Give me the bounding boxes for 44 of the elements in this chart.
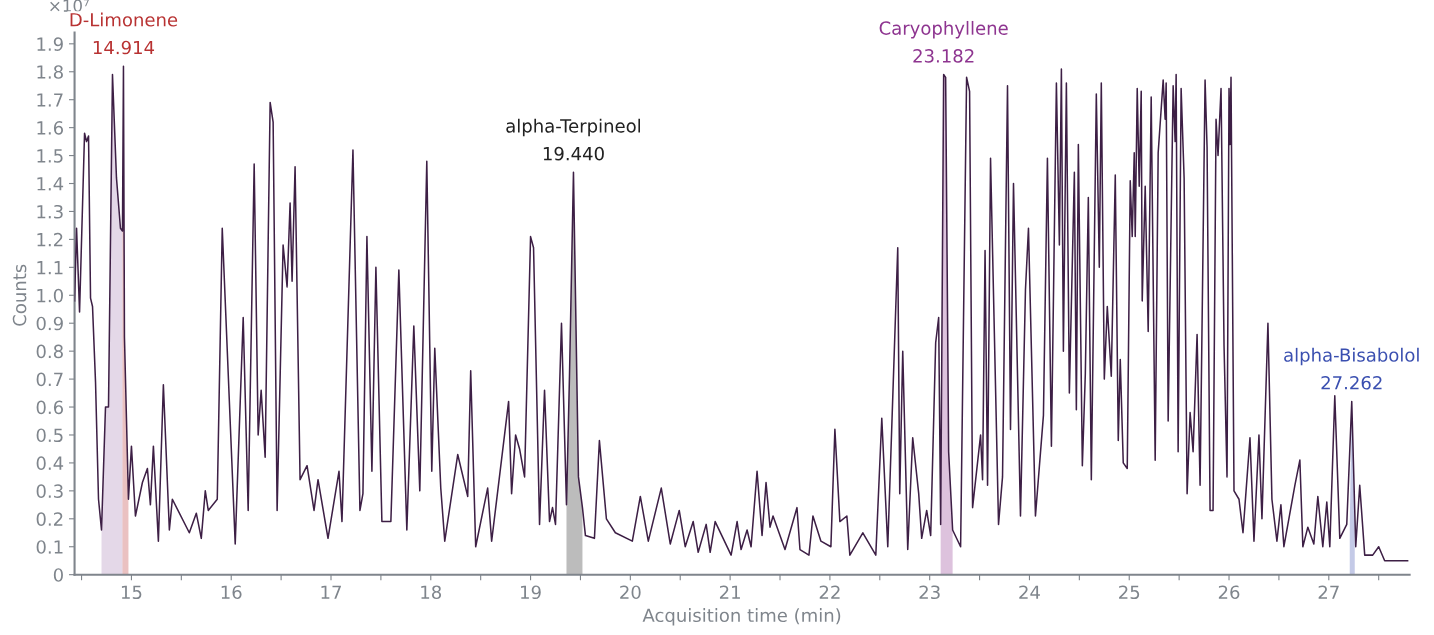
text: ×10⁷ [50,0,89,12]
y-tick-label: 0.4 [36,456,64,471]
y-tick-label: 0.1 [36,540,63,554]
y-tick-label: 1.3 [37,204,63,219]
y-tick-label: 0.8 [36,344,63,359]
y-tick-label: 0.7 [36,372,63,387]
y-axis-title: Counts [12,264,27,326]
y-tick-label: 1.1 [37,261,63,275]
y-tick-label: 1.4 [37,177,64,191]
x-tick-label: 18 [421,585,442,600]
text: Caryophyllene [879,20,1008,39]
x-tick-label: 20 [620,585,641,600]
y-tick-label: 1.7 [37,93,63,107]
x-tick-label: 21 [719,585,740,599]
text: alpha-Bisabolol [1284,347,1419,366]
y-tick-label: 0.9 [36,316,63,331]
x-tick-label: 15 [121,585,142,600]
annotation: 19.440 [543,146,604,161]
x-tick-label: 24 [1019,585,1040,599]
y-tick-label: 1.2 [37,232,63,247]
y-tick-label: 0.3 [36,484,63,498]
x-tick-label: 19 [521,585,541,600]
x-tick-label: 17 [321,585,341,599]
text: D-Limonene [70,12,178,27]
x-tick-label: 27 [1318,585,1339,599]
y-tick-label: 1.0 [37,288,63,303]
x-tick-label: 16 [221,585,242,600]
y-tick-label: 1.5 [37,149,63,163]
y-tick-label: 0.6 [36,400,64,415]
y-tick-label: 1.9 [37,37,63,51]
x-axis-title: Acquisition time (min) [642,608,841,626]
y-tick-label: 1.8 [37,65,63,79]
x-tick-label: 26 [1218,585,1240,600]
annotation: 23.182 [913,49,974,63]
x-tick-label: 23 [919,585,940,600]
y-tick-label: 1.6 [37,121,64,135]
x-tick-label: 25 [1119,585,1140,600]
y-tick-label: 0 [53,568,63,582]
y-tick-label: 0.2 [36,512,63,526]
y-tick-label: 0.5 [36,428,63,443]
x-tick-label: 22 [819,585,840,599]
annotation: 27.262 [1321,375,1382,390]
annotation: 14.914 [93,40,155,55]
text: alpha-Terpineol [506,118,641,137]
